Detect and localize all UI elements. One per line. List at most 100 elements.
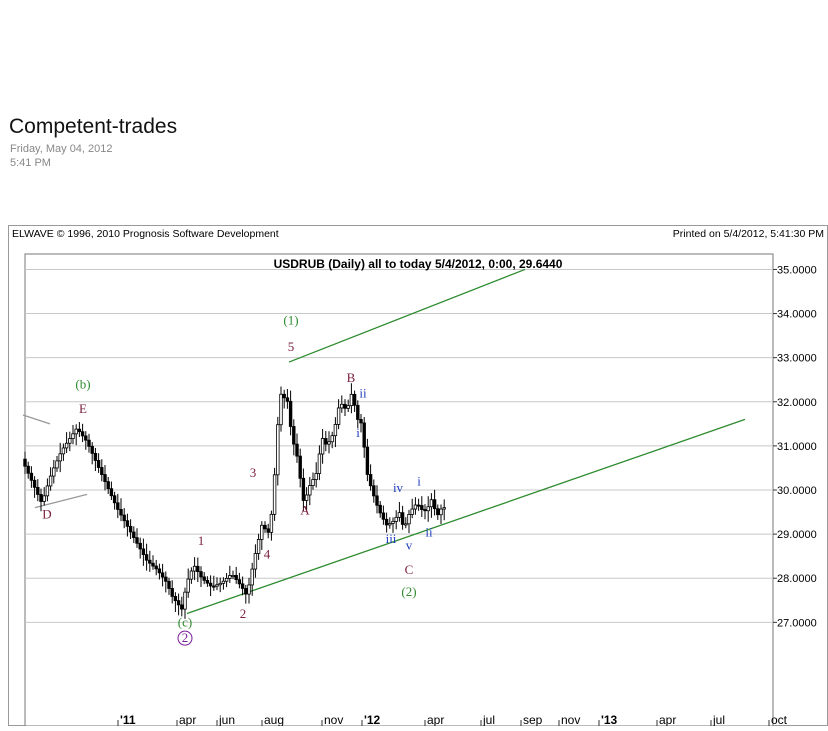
candle-body	[119, 509, 123, 516]
candle-body	[64, 442, 69, 449]
candle-body	[381, 512, 386, 520]
candle-body	[388, 522, 392, 526]
x-tick-label: sep	[523, 713, 543, 726]
candle-body	[404, 523, 408, 526]
wave-label: 5	[288, 339, 295, 354]
y-tick-label: 33.0000	[777, 353, 817, 365]
candle-body	[164, 576, 168, 582]
candle-body	[266, 528, 270, 533]
candle-body	[173, 595, 178, 602]
candle-body	[199, 571, 203, 578]
candle-body	[93, 452, 98, 461]
candle-body	[301, 477, 306, 501]
candle-body	[221, 580, 226, 584]
y-tick-label: 34.0000	[777, 309, 817, 321]
channel-line	[22, 414, 51, 425]
x-tick-label: oct	[771, 713, 788, 726]
candle-body	[39, 494, 43, 502]
candle-body	[368, 474, 373, 487]
y-tick-label: 27.0000	[777, 617, 817, 629]
candle-body	[372, 485, 376, 497]
wave-label: iv	[393, 480, 404, 495]
candle-body	[84, 435, 88, 441]
post-title: Competent-trades	[9, 115, 178, 138]
candle-body	[394, 516, 398, 522]
grid-lines	[25, 268, 773, 623]
candle-body	[240, 583, 245, 589]
candle-body	[359, 419, 363, 424]
candle-body	[276, 424, 280, 476]
x-tick-label: jul	[712, 713, 725, 726]
wave-label: C	[405, 562, 414, 577]
candle-body	[308, 485, 312, 496]
candle-body	[74, 428, 78, 435]
candle-body	[292, 426, 296, 445]
candle-body	[442, 507, 446, 510]
candle-body	[132, 531, 136, 539]
candle-body	[244, 588, 248, 595]
candle-body	[183, 591, 187, 610]
candle-body	[80, 431, 85, 437]
candle-body	[192, 565, 197, 572]
candle-body	[288, 400, 293, 427]
candle-body	[420, 505, 424, 510]
candle-body	[228, 575, 232, 579]
wave-label: 3	[250, 465, 257, 480]
x-tick-label: '13	[601, 713, 618, 726]
channel-line	[186, 418, 746, 615]
candle-body	[224, 578, 229, 582]
usdrub-chart: ELWAVE © 1996, 2010 Prognosis Software D…	[8, 225, 828, 727]
candle-body	[109, 488, 114, 497]
candle-body	[253, 553, 258, 570]
channel-lines	[22, 268, 746, 615]
candle-body	[71, 433, 75, 439]
candle-body	[336, 407, 341, 425]
candle-body	[112, 495, 117, 504]
candle-body	[349, 393, 354, 407]
wave-label: 2	[240, 606, 247, 621]
y-tick-label: 31.0000	[777, 441, 817, 453]
wave-label: D	[42, 507, 51, 522]
candle-body	[282, 393, 286, 399]
candle-body	[55, 460, 59, 469]
candle-body	[186, 578, 190, 593]
wave-label: (b)	[75, 377, 90, 392]
channel-line	[288, 268, 526, 363]
candle-body	[87, 439, 91, 447]
x-tick-label: '11	[120, 713, 136, 726]
candle-body	[413, 504, 418, 510]
candle-body	[327, 441, 331, 445]
chart-container: ELWAVE © 1996, 2010 Prognosis Software D…	[8, 225, 828, 727]
candle-body	[90, 445, 94, 454]
candle-body	[125, 520, 130, 527]
wave-label: i	[356, 425, 360, 440]
candle-body	[410, 508, 414, 515]
candle-body	[96, 460, 101, 468]
candle-body	[269, 513, 274, 533]
y-tick-label: 30.0000	[777, 485, 817, 497]
candle-body	[128, 525, 133, 533]
candle-body	[141, 548, 146, 555]
candle-body	[330, 435, 334, 443]
candle-body	[237, 579, 242, 585]
candle-body	[23, 458, 27, 467]
candle-body	[167, 580, 171, 589]
x-tick-label: '12	[364, 713, 381, 726]
wave-circle	[177, 630, 193, 646]
candle-body	[32, 479, 37, 488]
candle-body	[148, 559, 152, 564]
x-tick-label: nov	[561, 713, 580, 726]
x-tick-label: jun	[218, 713, 235, 726]
candle-body	[29, 472, 34, 481]
x-tick-label: jul	[482, 713, 495, 726]
y-tick-label: 28.0000	[777, 573, 817, 585]
candle-body	[196, 565, 200, 573]
y-axis: 35.0000 34.0000 33.0000 32.0000 31.0000 30.00…	[773, 264, 817, 629]
wave-label: iii	[386, 531, 397, 546]
wave-label: (1)	[283, 313, 298, 328]
candle-body	[314, 473, 318, 480]
candle-body	[212, 585, 216, 588]
candle-body	[333, 424, 338, 437]
x-tick-label: aug	[264, 713, 284, 726]
